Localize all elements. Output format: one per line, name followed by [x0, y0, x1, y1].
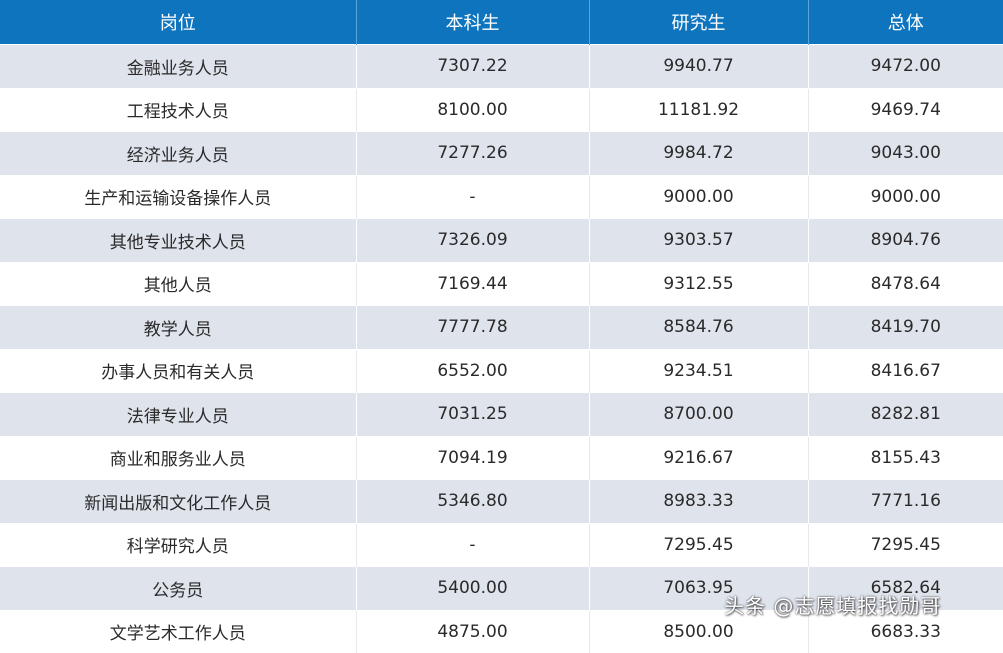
- cell-position: 工程技术人员: [0, 87, 356, 132]
- table-row: 金融业务人员 7307.22 9940.77 9472.00: [0, 44, 1003, 88]
- watermark-text: 头条 @志愿填报找勋哥: [724, 594, 942, 618]
- cell-position: 商业和服务业人员: [0, 435, 356, 480]
- cell-overall: 9472.00: [807, 44, 1003, 88]
- table-row: 教学人员 7777.78 8584.76 8419.70: [0, 305, 1003, 349]
- cell-overall: 8478.64: [807, 261, 1003, 306]
- cell-position: 科学研究人员: [0, 522, 356, 567]
- table-row: 商业和服务业人员 7094.19 9216.67 8155.43: [0, 435, 1003, 480]
- cell-undergraduate: 7307.22: [355, 44, 589, 88]
- cell-undergraduate: 7326.09: [355, 218, 589, 262]
- cell-undergraduate: 8100.00: [355, 87, 589, 132]
- cell-overall: 8155.43: [807, 435, 1003, 480]
- cell-graduate: 9216.67: [588, 435, 808, 480]
- cell-overall: 8419.70: [807, 305, 1003, 349]
- table-row: 经济业务人员 7277.26 9984.72 9043.00: [0, 131, 1003, 175]
- table-row: 工程技术人员 8100.00 11181.92 9469.74: [0, 87, 1003, 132]
- cell-graduate: 8983.33: [588, 479, 808, 523]
- table-row: 法律专业人员 7031.25 8700.00 8282.81: [0, 392, 1003, 436]
- cell-overall: 9043.00: [807, 131, 1003, 175]
- cell-position: 其他人员: [0, 261, 356, 306]
- header-position: 岗位: [0, 0, 356, 45]
- cell-undergraduate: 5346.80: [355, 479, 589, 523]
- cell-position: 公务员: [0, 566, 356, 610]
- header-undergraduate: 本科生: [355, 0, 589, 45]
- table-header-row: 岗位 本科生 研究生 总体: [0, 0, 1003, 45]
- cell-undergraduate: 4875.00: [355, 609, 589, 653]
- cell-graduate: 11181.92: [588, 87, 808, 132]
- cell-overall: 7771.16: [807, 479, 1003, 523]
- header-overall: 总体: [807, 0, 1003, 45]
- cell-graduate: 9312.55: [588, 261, 808, 306]
- cell-undergraduate: 7277.26: [355, 131, 589, 175]
- cell-position: 办事人员和有关人员: [0, 348, 356, 393]
- cell-position: 经济业务人员: [0, 131, 356, 175]
- cell-graduate: 7063.95: [588, 566, 808, 610]
- cell-graduate: 9940.77: [588, 44, 808, 88]
- header-graduate: 研究生: [588, 0, 808, 45]
- cell-graduate: 9984.72: [588, 131, 808, 175]
- cell-undergraduate: 7031.25: [355, 392, 589, 436]
- cell-position: 文学艺术工作人员: [0, 609, 356, 653]
- cell-overall: 8282.81: [807, 392, 1003, 436]
- cell-graduate: 8700.00: [588, 392, 808, 436]
- table-row: 其他人员 7169.44 9312.55 8478.64: [0, 261, 1003, 306]
- cell-graduate: 9000.00: [588, 174, 808, 219]
- cell-position: 教学人员: [0, 305, 356, 349]
- cell-graduate: 8584.76: [588, 305, 808, 349]
- cell-graduate: 7295.45: [588, 522, 808, 567]
- cell-overall: 8416.67: [807, 348, 1003, 393]
- cell-undergraduate: 7094.19: [355, 435, 589, 480]
- cell-graduate: 9234.51: [588, 348, 808, 393]
- cell-overall: 6582.64: [807, 566, 1003, 610]
- table-row: 生产和运输设备操作人员 - 9000.00 9000.00: [0, 174, 1003, 219]
- table-row: 公务员 5400.00 7063.95 6582.64: [0, 566, 1003, 610]
- cell-undergraduate: -: [355, 522, 589, 567]
- cell-position: 新闻出版和文化工作人员: [0, 479, 356, 523]
- cell-position: 法律专业人员: [0, 392, 356, 436]
- table-row: 科学研究人员 - 7295.45 7295.45: [0, 522, 1003, 567]
- cell-position: 金融业务人员: [0, 44, 356, 88]
- cell-overall: 8904.76: [807, 218, 1003, 262]
- cell-overall: 9000.00: [807, 174, 1003, 219]
- table-row: 其他专业技术人员 7326.09 9303.57 8904.76: [0, 218, 1003, 262]
- cell-undergraduate: 5400.00: [355, 566, 589, 610]
- cell-undergraduate: 7777.78: [355, 305, 589, 349]
- cell-overall: 7295.45: [807, 522, 1003, 567]
- table-row: 办事人员和有关人员 6552.00 9234.51 8416.67: [0, 348, 1003, 393]
- cell-graduate: 9303.57: [588, 218, 808, 262]
- cell-undergraduate: -: [355, 174, 589, 219]
- cell-position: 生产和运输设备操作人员: [0, 174, 356, 219]
- cell-undergraduate: 7169.44: [355, 261, 589, 306]
- cell-position: 其他专业技术人员: [0, 218, 356, 262]
- cell-overall: 9469.74: [807, 87, 1003, 132]
- cell-undergraduate: 6552.00: [355, 348, 589, 393]
- table-row: 新闻出版和文化工作人员 5346.80 8983.33 7771.16: [0, 479, 1003, 523]
